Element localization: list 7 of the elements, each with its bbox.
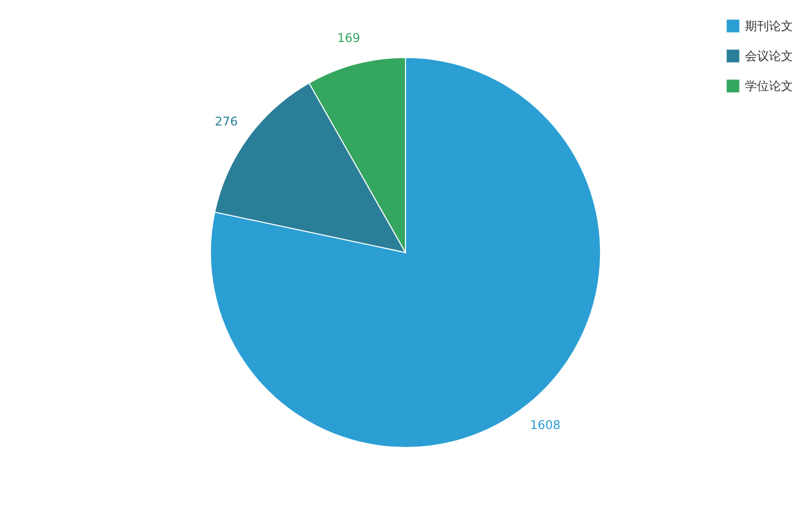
legend-label: 学位论文 <box>745 79 793 93</box>
data-label: 276 <box>214 114 238 128</box>
data-label: 1608 <box>530 418 561 432</box>
legend-label: 期刊论文 <box>745 19 793 33</box>
data-label: 169 <box>337 30 360 45</box>
pie-slice <box>210 57 601 448</box>
legend-label: 会议论文 <box>745 49 793 63</box>
